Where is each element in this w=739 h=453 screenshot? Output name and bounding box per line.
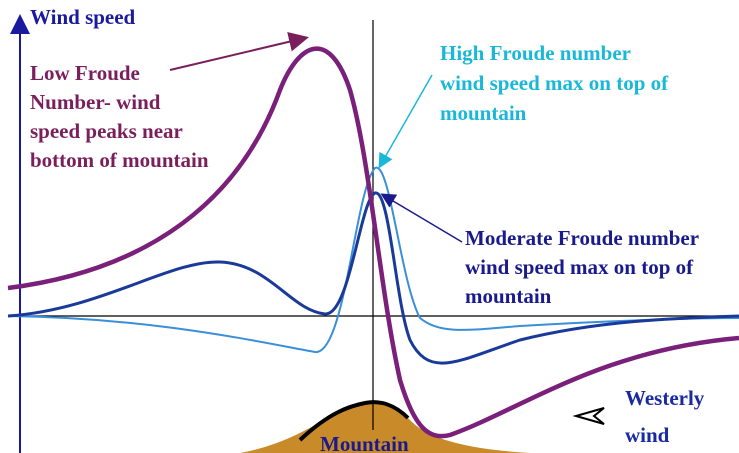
- moderate-froude-curve: [7, 191, 739, 365]
- annotation: mountain: [440, 101, 527, 125]
- axis-label: Wind speed: [30, 5, 136, 29]
- low-froude-curve: [7, 46, 739, 439]
- mountain: [240, 402, 530, 453]
- wind-arrow: [572, 407, 605, 425]
- annotation: Moderate Froude number: [465, 226, 699, 250]
- low-arrow: [169, 31, 309, 71]
- annotation: bottom of mountain: [30, 148, 209, 172]
- mountain-ridge: [298, 400, 410, 442]
- annotation: wind speed max on top of: [465, 255, 694, 279]
- annotation: Westerly: [625, 386, 705, 410]
- high-arrow: [378, 74, 433, 169]
- annotation: speed peaks near: [30, 119, 183, 143]
- annotation: Number- wind: [30, 90, 161, 114]
- moderate-arrow: [380, 193, 463, 243]
- annotation: mountain: [465, 284, 552, 308]
- annotation: High Froude number: [440, 41, 631, 65]
- mountain-label: Mountain: [320, 432, 409, 453]
- annotation: Low Froude: [30, 61, 140, 85]
- annotation: wind: [625, 423, 670, 447]
- high-froude-curve: [7, 166, 739, 354]
- annotation: wind speed max on top of: [440, 71, 669, 95]
